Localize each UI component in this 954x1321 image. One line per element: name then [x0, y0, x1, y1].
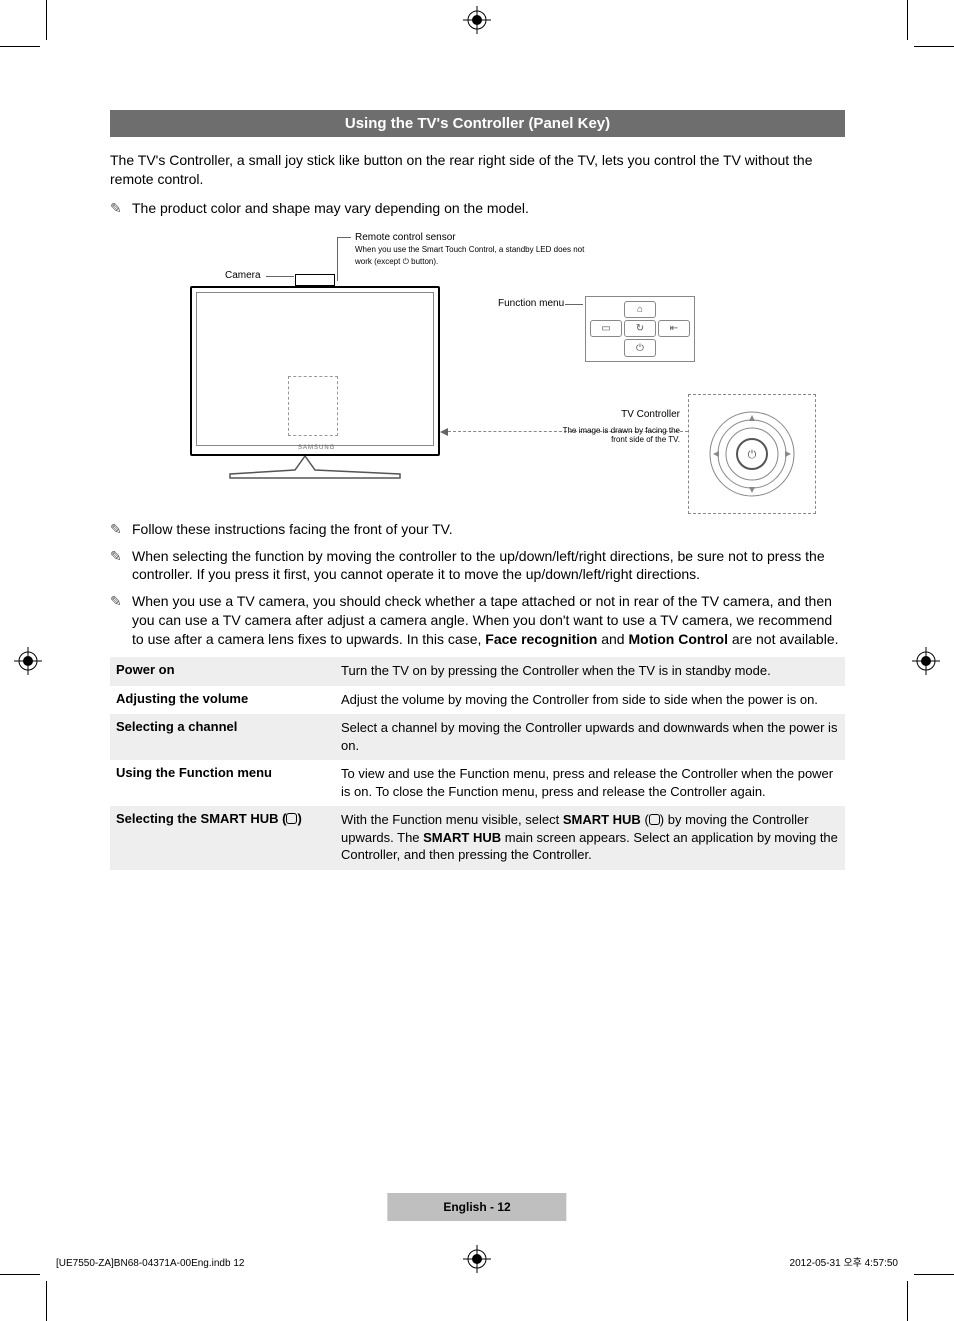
note-icon: ✎: [110, 592, 132, 649]
crop-mark: [914, 1274, 954, 1275]
controller-table: Power on Turn the TV on by pressing the …: [110, 657, 845, 870]
crop-mark: [907, 1281, 908, 1321]
remote-sensor-title: Remote control sensor: [355, 232, 456, 243]
func-cell-icon: ↻: [624, 320, 656, 337]
note-icon: ✎: [110, 547, 132, 585]
arrow-icon: [440, 428, 448, 436]
crop-mark: [914, 46, 954, 47]
func-cell-icon: ⏻: [624, 339, 656, 356]
notes-top: ✎ The product color and shape may vary d…: [110, 199, 845, 218]
table-key: Power on: [116, 662, 341, 680]
smarthub-icon: [649, 814, 660, 825]
crop-mark: [0, 1274, 40, 1275]
remote-sensor-sub: When you use the Smart Touch Control, a …: [355, 245, 584, 266]
table-val: With the Function menu visible, select S…: [341, 811, 839, 864]
table-row: Adjusting the volume Adjust the volume b…: [110, 686, 845, 715]
svg-text:⏻: ⏻: [748, 449, 757, 461]
crop-mark: [907, 0, 908, 40]
function-menu-box: ⌂ ▭ ↻ ⇤ ⏻: [585, 296, 695, 362]
camera-icon: [295, 274, 335, 286]
note-item: ✎ When you use a TV camera, you should c…: [110, 592, 845, 649]
note-text: Follow these instructions facing the fro…: [132, 520, 845, 539]
note-icon: ✎: [110, 520, 132, 539]
func-cell-icon: ▭: [590, 320, 622, 337]
note-item: ✎ The product color and shape may vary d…: [110, 199, 845, 218]
dashed-inner-rect: [288, 376, 338, 436]
page-content: Using the TV's Controller (Panel Key) Th…: [110, 110, 845, 870]
registration-mark-icon: [463, 1245, 491, 1273]
table-row: Selecting a channel Select a channel by …: [110, 714, 845, 760]
footer-right: 2012-05-31 오후 4:57:50: [790, 1254, 898, 1269]
leader-line: [266, 276, 294, 277]
table-row: Selecting the SMART HUB () With the Func…: [110, 806, 845, 870]
table-key: Adjusting the volume: [116, 691, 341, 709]
table-val: Select a channel by moving the Controlle…: [341, 719, 839, 754]
table-val: Turn the TV on by pressing the Controlle…: [341, 662, 839, 680]
registration-mark-icon: [463, 6, 491, 34]
tv-stand-icon: [220, 456, 410, 484]
footer-left: [UE7550-ZA]BN68-04371A-00Eng.indb 12: [56, 1258, 244, 1269]
registration-mark-icon: [912, 647, 940, 675]
func-cell-empty: [590, 339, 622, 356]
leader-line: [337, 237, 338, 281]
table-key: Using the Function menu: [116, 765, 341, 800]
func-cell-empty: [590, 301, 622, 318]
note-item: ✎ Follow these instructions facing the f…: [110, 520, 845, 539]
note-icon: ✎: [110, 199, 132, 218]
table-val: Adjust the volume by moving the Controll…: [341, 691, 839, 709]
brand-text: SAMSUNG: [298, 445, 335, 452]
leader-line: [337, 237, 351, 238]
table-val: To view and use the Function menu, press…: [341, 765, 839, 800]
notes-bottom: ✎ Follow these instructions facing the f…: [110, 520, 845, 649]
footer-page-label: English - 12: [387, 1193, 566, 1221]
controller-icon: ⏻: [707, 409, 797, 499]
func-cell-empty: [658, 339, 690, 356]
smarthub-icon: [286, 813, 297, 824]
registration-mark-icon: [14, 647, 42, 675]
camera-label: Camera: [225, 270, 261, 282]
tv-controller-label: TV Controller: [610, 409, 680, 421]
tv-diagram: Camera Remote control sensor When you us…: [110, 226, 845, 506]
table-row: Power on Turn the TV on by pressing the …: [110, 657, 845, 686]
tv-controller-sub: The image is drawn by facing the front s…: [560, 426, 680, 444]
crop-mark: [46, 0, 47, 40]
leader-line: [565, 304, 583, 305]
note-item: ✎ When selecting the function by moving …: [110, 547, 845, 585]
note-text: When selecting the function by moving th…: [132, 547, 845, 585]
intro-paragraph: The TV's Controller, a small joy stick l…: [110, 151, 845, 189]
func-cell-icon: ⇤: [658, 320, 690, 337]
table-row: Using the Function menu To view and use …: [110, 760, 845, 806]
table-key: Selecting a channel: [116, 719, 341, 754]
section-header: Using the TV's Controller (Panel Key): [110, 110, 845, 137]
crop-mark: [46, 1281, 47, 1321]
note-text: When you use a TV camera, you should che…: [132, 592, 845, 649]
crop-mark: [0, 46, 40, 47]
function-menu-label: Function menu: [498, 298, 564, 310]
remote-sensor-label: Remote control sensor When you use the S…: [355, 232, 585, 268]
table-key: Selecting the SMART HUB (): [116, 811, 341, 864]
func-cell-empty: [658, 301, 690, 318]
func-cell-icon: ⌂: [624, 301, 656, 318]
note-text: The product color and shape may vary dep…: [132, 199, 845, 218]
